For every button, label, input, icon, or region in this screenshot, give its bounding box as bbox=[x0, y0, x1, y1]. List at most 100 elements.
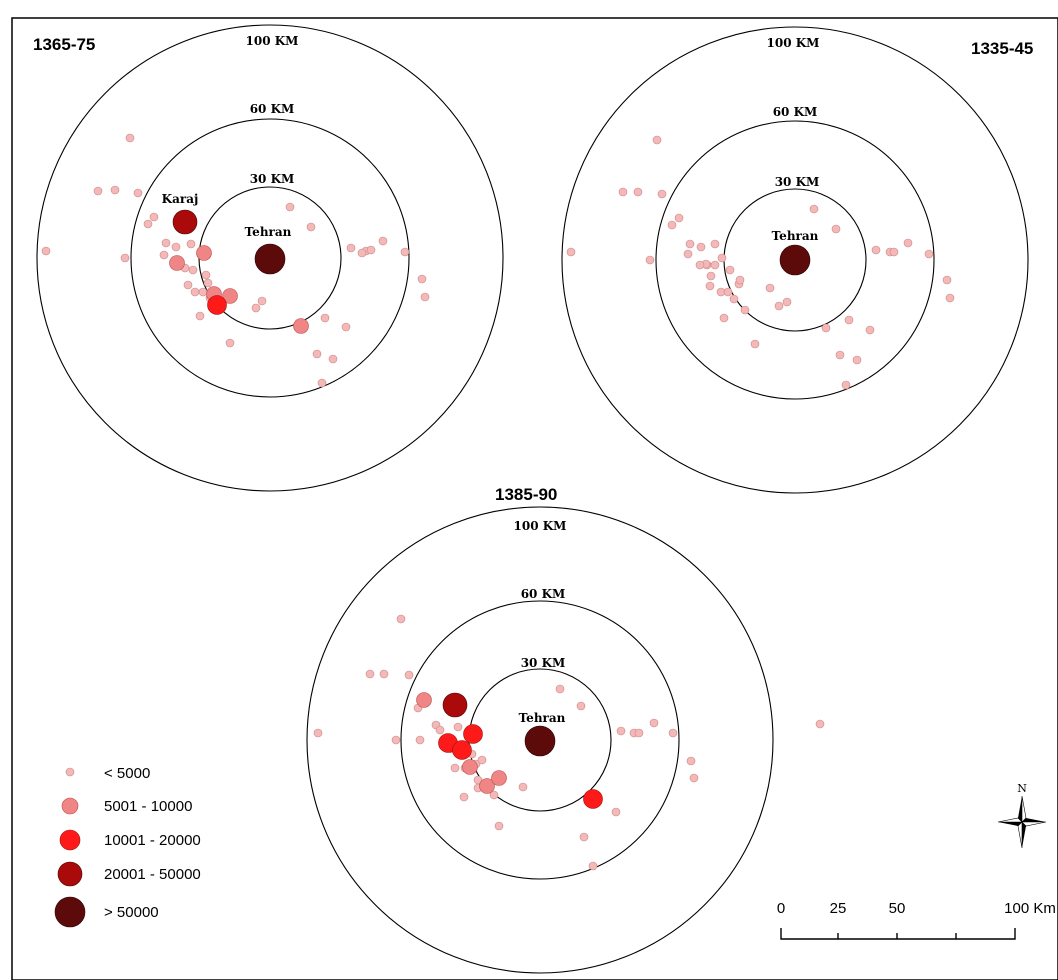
settlement-point bbox=[285, 202, 295, 212]
panel-1365-75: 1365-75 100 KM 60 KM 30 KM Tehran Karaj bbox=[33, 24, 504, 492]
settlement-point bbox=[125, 133, 135, 143]
city-label-tehran: Tehran bbox=[519, 711, 566, 725]
settlement-point bbox=[696, 242, 706, 252]
settlement-point bbox=[254, 243, 286, 275]
settlement-point bbox=[588, 861, 598, 871]
settlement-point bbox=[171, 242, 181, 252]
settlement-point bbox=[190, 287, 200, 297]
settlement-point bbox=[576, 701, 586, 711]
ring-label-100km: 100 KM bbox=[514, 519, 567, 533]
settlement-point bbox=[889, 247, 899, 257]
settlement-point bbox=[257, 296, 267, 306]
settlement-point bbox=[782, 297, 792, 307]
settlement-point bbox=[689, 773, 699, 783]
settlement-point bbox=[491, 770, 507, 786]
map-frame bbox=[11, 17, 1058, 980]
settlement-points bbox=[41, 133, 430, 388]
settlement-point bbox=[462, 759, 478, 775]
settlement-point bbox=[729, 294, 739, 304]
settlement-point bbox=[815, 719, 825, 729]
settlement-point bbox=[479, 778, 495, 794]
legend-symbol-class4 bbox=[57, 861, 83, 887]
settlement-point bbox=[293, 318, 309, 334]
settlement-point bbox=[196, 245, 212, 261]
settlement-point bbox=[379, 669, 389, 679]
panel-1385-90: 1385-90 100 KM 60 KM 30 KM Tehran bbox=[306, 485, 825, 974]
ring-label-100km: 100 KM bbox=[767, 36, 820, 50]
settlement-point bbox=[306, 222, 316, 232]
settlement-points bbox=[313, 614, 825, 871]
settlement-point bbox=[328, 354, 338, 364]
settlement-point bbox=[133, 188, 143, 198]
settlement-point bbox=[942, 275, 952, 285]
north-label: N bbox=[1017, 782, 1027, 795]
settlement-point bbox=[668, 728, 678, 738]
settlement-point bbox=[378, 236, 388, 246]
legend-symbol-class2 bbox=[61, 797, 79, 815]
settlement-point bbox=[341, 322, 351, 332]
ring-100km bbox=[561, 26, 1029, 494]
scale-bar-line bbox=[780, 928, 1016, 940]
settlement-point bbox=[852, 355, 862, 365]
settlement-point bbox=[494, 821, 504, 831]
settlement-point bbox=[579, 832, 589, 842]
settlement-point bbox=[459, 792, 469, 802]
legend-label-class1: < 5000 bbox=[104, 765, 150, 782]
city-label-tehran: Tehran bbox=[245, 225, 292, 239]
settlement-point bbox=[903, 238, 913, 248]
settlement-point bbox=[674, 213, 684, 223]
settlement-point bbox=[195, 311, 205, 321]
settlement-point bbox=[735, 275, 745, 285]
settlement-point bbox=[719, 313, 729, 323]
settlement-point bbox=[400, 247, 410, 257]
scale-tick-25: 25 bbox=[830, 900, 847, 917]
settlement-point bbox=[357, 248, 367, 258]
north-arrow: N bbox=[997, 782, 1047, 849]
settlement-point bbox=[750, 339, 760, 349]
settlement-point bbox=[774, 301, 784, 311]
settlement-point bbox=[686, 756, 696, 766]
settlement-point bbox=[93, 186, 103, 196]
settlement-point bbox=[618, 187, 628, 197]
settlement-point bbox=[695, 260, 705, 270]
settlement-point bbox=[453, 722, 463, 732]
settlement-point bbox=[391, 735, 401, 745]
settlement-point bbox=[871, 245, 881, 255]
settlement-point bbox=[611, 807, 621, 817]
settlement-point bbox=[313, 728, 323, 738]
settlement-point bbox=[366, 245, 376, 255]
settlement-point bbox=[865, 325, 875, 335]
settlement-point bbox=[723, 287, 733, 297]
settlement-point bbox=[183, 280, 193, 290]
panel-1335-45: 1335-45 100 KM 60 KM 30 KM Tehran bbox=[561, 26, 1033, 494]
ring-label-30km: 30 KM bbox=[250, 172, 295, 186]
settlement-point bbox=[186, 239, 196, 249]
city-label-karaj: Karaj bbox=[162, 192, 199, 206]
settlement-point bbox=[188, 265, 198, 275]
settlement-point bbox=[667, 220, 677, 230]
settlement-point bbox=[740, 305, 750, 315]
settlement-point bbox=[924, 249, 934, 259]
settlement-point bbox=[120, 253, 130, 263]
settlement-point bbox=[450, 763, 460, 773]
scale-tick-100: 100 Km bbox=[1004, 900, 1056, 917]
settlement-point bbox=[649, 718, 659, 728]
settlement-point bbox=[312, 349, 322, 359]
scale-bar: 0 25 50 100 Km bbox=[777, 900, 1056, 940]
scale-tick-50: 50 bbox=[889, 900, 906, 917]
settlement-point bbox=[706, 271, 716, 281]
ring-label-60km: 60 KM bbox=[773, 105, 818, 119]
settlement-point bbox=[841, 380, 851, 390]
settlement-point bbox=[159, 250, 169, 260]
settlement-point bbox=[645, 255, 655, 265]
legend-symbol-class1 bbox=[65, 767, 75, 777]
settlement-point bbox=[489, 790, 499, 800]
settlement-point bbox=[633, 187, 643, 197]
legend-label-class5: > 50000 bbox=[104, 904, 159, 921]
settlement-point bbox=[945, 293, 955, 303]
ring-100km bbox=[36, 24, 504, 492]
legend-label-class3: 10001 - 20000 bbox=[104, 832, 201, 849]
settlement-point bbox=[222, 288, 238, 304]
settlement-point bbox=[207, 295, 227, 315]
